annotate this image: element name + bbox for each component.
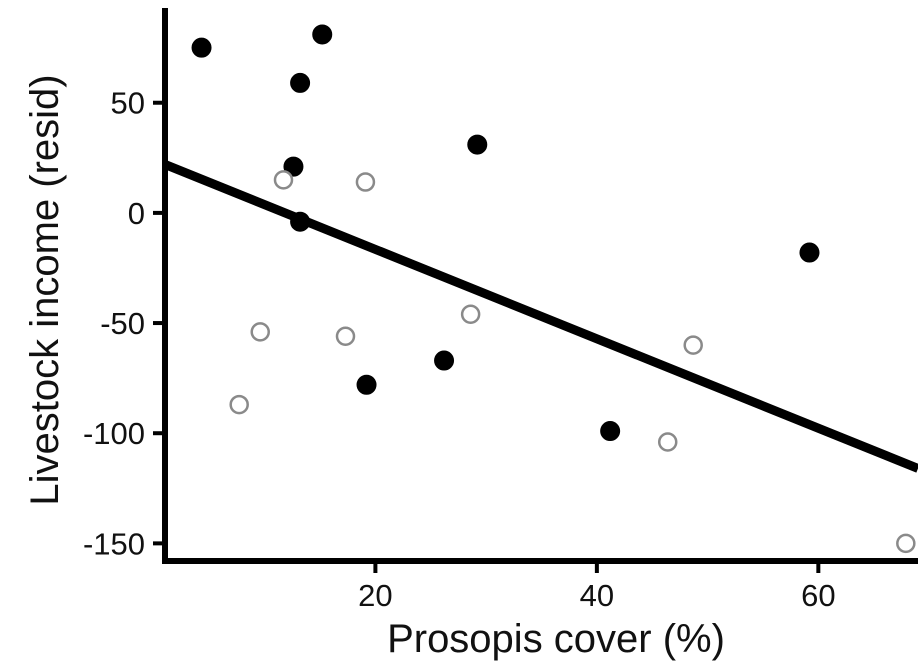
y-tick-label: -50: [100, 306, 145, 341]
x-axis-title: Prosopis cover (%): [387, 617, 725, 661]
x-tick-label: 60: [801, 578, 835, 613]
regression-line: [163, 160, 918, 473]
y-tick-label: 50: [111, 86, 145, 121]
data-point-filled: [312, 24, 333, 45]
data-point-open: [229, 394, 249, 415]
data-point-open: [460, 304, 481, 324]
x-tick-label: 40: [580, 578, 614, 613]
data-point-open: [683, 335, 703, 355]
data-point-filled: [283, 156, 304, 177]
y-tick-label: 0: [128, 196, 145, 231]
y-axis-title: Livestock income (resid): [23, 74, 67, 505]
axis-ticks: 50 0 -50 -100 -150 20 40 60: [83, 86, 836, 613]
data-point-filled: [799, 242, 820, 263]
data-point-open: [273, 170, 294, 190]
data-point-filled: [191, 37, 212, 58]
data-point-filled: [467, 134, 488, 155]
data-point-filled: [600, 421, 621, 442]
data-points: [191, 24, 916, 554]
y-tick-label: -100: [83, 416, 145, 451]
data-point-open: [657, 432, 678, 452]
data-point-open: [896, 533, 916, 554]
data-point-filled: [290, 72, 311, 93]
data-point-open: [250, 322, 270, 342]
data-point-filled: [434, 350, 455, 371]
y-tick-label: -150: [83, 526, 145, 561]
data-point-open: [335, 326, 356, 347]
x-tick-label: 20: [358, 578, 392, 613]
data-point-open: [355, 172, 376, 192]
data-point-filled: [356, 374, 377, 395]
